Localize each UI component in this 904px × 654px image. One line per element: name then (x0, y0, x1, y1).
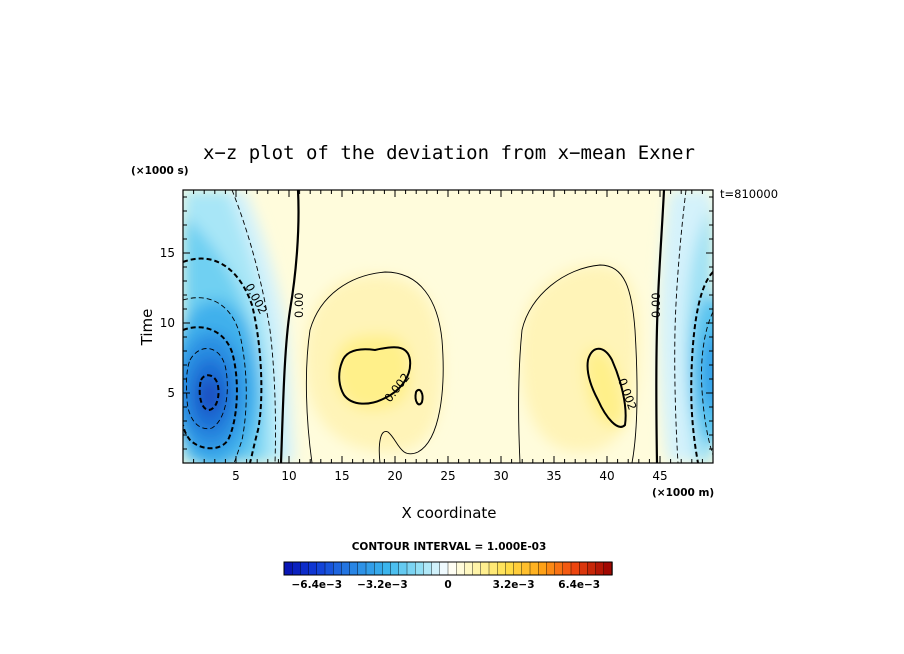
colorbar-cell (398, 561, 408, 576)
colorbar-cell (562, 561, 572, 576)
colorbar-cell (439, 561, 449, 576)
colorbar-tick-label: 6.4e−3 (558, 579, 600, 591)
colorbar-cell (456, 561, 466, 576)
colorbar-cell (374, 561, 384, 576)
x-tick-label: 10 (281, 469, 296, 483)
contour-pos2-right (586, 347, 627, 428)
contour-zero-left (279, 190, 300, 463)
contour-neg3-right (701, 311, 713, 456)
contour-neg5-left (186, 348, 228, 430)
colorbar-cell (415, 561, 425, 576)
colorbar-cell (464, 561, 474, 576)
colorbar-cell (308, 561, 318, 576)
contour-interval-text: CONTOUR INTERVAL = 1.000E-03 (352, 541, 547, 553)
contour-neg3-left (183, 297, 247, 463)
colorbar-tick-label: 0 (444, 579, 451, 591)
colorbar-cell (423, 561, 433, 576)
colorbar-cell (480, 561, 490, 576)
colorbar-tick-label: −6.4e−3 (291, 579, 342, 591)
colorbar-cell (579, 561, 589, 576)
x-tick-label: 25 (440, 469, 455, 483)
contour-neg1-left (231, 190, 276, 463)
x-axis-label: X coordinate (401, 504, 496, 522)
contour-neg2-left (183, 257, 263, 463)
y-tick-label: 5 (167, 386, 175, 400)
colorbar-frame (283, 561, 613, 576)
colorbar-cell (595, 561, 605, 576)
colorbar-cell (365, 561, 375, 576)
contour-neg1-right (674, 190, 687, 463)
x-tick-label: 5 (232, 469, 240, 483)
x-tick-label: 35 (546, 469, 561, 483)
colorbar-cell (390, 561, 400, 576)
colorbar-cell (497, 561, 507, 576)
contour-neg4-left (183, 326, 238, 450)
colorbar-cell (316, 561, 326, 576)
colorbar-cell (554, 561, 564, 576)
colorbar-cell (382, 561, 392, 576)
colorbar (283, 561, 613, 576)
x-tick-label: 30 (493, 469, 508, 483)
colorbar-tick-label: −3.2e−3 (357, 579, 408, 591)
colorbar-cell (447, 561, 457, 576)
contour-neg6-left (198, 374, 220, 412)
colorbar-cell (283, 561, 293, 576)
colorbar-tick-label: 3.2e−3 (493, 579, 535, 591)
y-axis-ticks: 5 10 15 (160, 196, 713, 450)
x-tick-label: 40 (599, 469, 614, 483)
time-stamp-label: t=810000 (720, 187, 778, 201)
contour-neg2-right (690, 271, 713, 463)
contour-pos1-right (518, 264, 638, 463)
colorbar-cell (570, 561, 580, 576)
y-unit-label: (×1000 s) (131, 165, 189, 177)
colorbar-cell (349, 561, 359, 576)
contour-pos2-left (338, 346, 412, 405)
colorbar-cell (406, 561, 416, 576)
contour-lines (183, 190, 713, 463)
chart-title: x−z plot of the deviation from x−mean Ex… (203, 142, 695, 164)
colorbar-cell (538, 561, 548, 576)
contour-pos2-small (414, 388, 424, 406)
heatmap-field (183, 190, 713, 463)
x-tick-label: 20 (387, 469, 402, 483)
colorbar-cell (472, 561, 482, 576)
colorbar-cell (603, 561, 613, 576)
contour-label-zero-left: 0.00 (292, 292, 306, 318)
y-tick-label: 10 (160, 316, 175, 330)
colorbar-cell (341, 561, 351, 576)
colorbar-cell (300, 561, 310, 576)
x-unit-label: (×1000 m) (652, 487, 714, 499)
contour-zero-right (655, 190, 666, 463)
y-axis-label: Time (138, 309, 156, 347)
colorbar-cell (546, 561, 556, 576)
colorbar-cell (488, 561, 498, 576)
x-axis-ticks: 5 10 15 20 25 30 35 40 45 (193, 190, 703, 483)
contour-pos1-left (305, 271, 444, 463)
colorbar-cell (529, 561, 539, 576)
colorbar-cell (324, 561, 334, 576)
colorbar-cell (505, 561, 515, 576)
colorbar-cell (521, 561, 531, 576)
colorbar-cell (431, 561, 441, 576)
colorbar-cell (587, 561, 597, 576)
x-tick-label: 15 (334, 469, 349, 483)
y-tick-label: 15 (160, 246, 175, 260)
colorbar-cell (333, 561, 343, 576)
colorbar-cell (513, 561, 523, 576)
colorbar-tick-labels: −6.4e−3 −3.2e−3 0 3.2e−3 6.4e−3 (291, 579, 600, 591)
colorbar-cell (292, 561, 302, 576)
contour-label-zero-right: 0.00 (649, 292, 663, 318)
colorbar-cell (357, 561, 367, 576)
x-tick-label: 45 (652, 469, 667, 483)
